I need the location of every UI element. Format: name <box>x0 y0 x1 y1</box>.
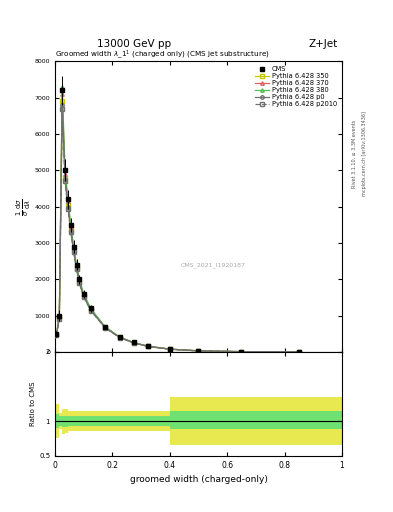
Legend: CMS, Pythia 6.428 350, Pythia 6.428 370, Pythia 6.428 380, Pythia 6.428 p0, Pyth: CMS, Pythia 6.428 350, Pythia 6.428 370,… <box>253 65 339 109</box>
Text: Z+Jet: Z+Jet <box>309 38 338 49</box>
X-axis label: groomed width (charged-only): groomed width (charged-only) <box>130 475 267 484</box>
Y-axis label: $\frac{1}{\sigma}\,\frac{\mathrm{d}\sigma}{\mathrm{d}\lambda}$: $\frac{1}{\sigma}\,\frac{\mathrm{d}\sigm… <box>15 198 33 216</box>
Text: CMS_2021_I1920187: CMS_2021_I1920187 <box>180 262 245 268</box>
Y-axis label: Ratio to CMS: Ratio to CMS <box>30 381 36 426</box>
Text: Groomed width $\lambda\_1^1$ (charged only) (CMS jet substructure): Groomed width $\lambda\_1^1$ (charged on… <box>55 49 270 61</box>
Text: Rivet 3.1.10, ≥ 3.3M events: Rivet 3.1.10, ≥ 3.3M events <box>352 119 357 188</box>
Text: 13000 GeV pp: 13000 GeV pp <box>97 38 171 49</box>
Text: mcplots.cern.ch [arXiv:1306.3436]: mcplots.cern.ch [arXiv:1306.3436] <box>362 111 367 196</box>
